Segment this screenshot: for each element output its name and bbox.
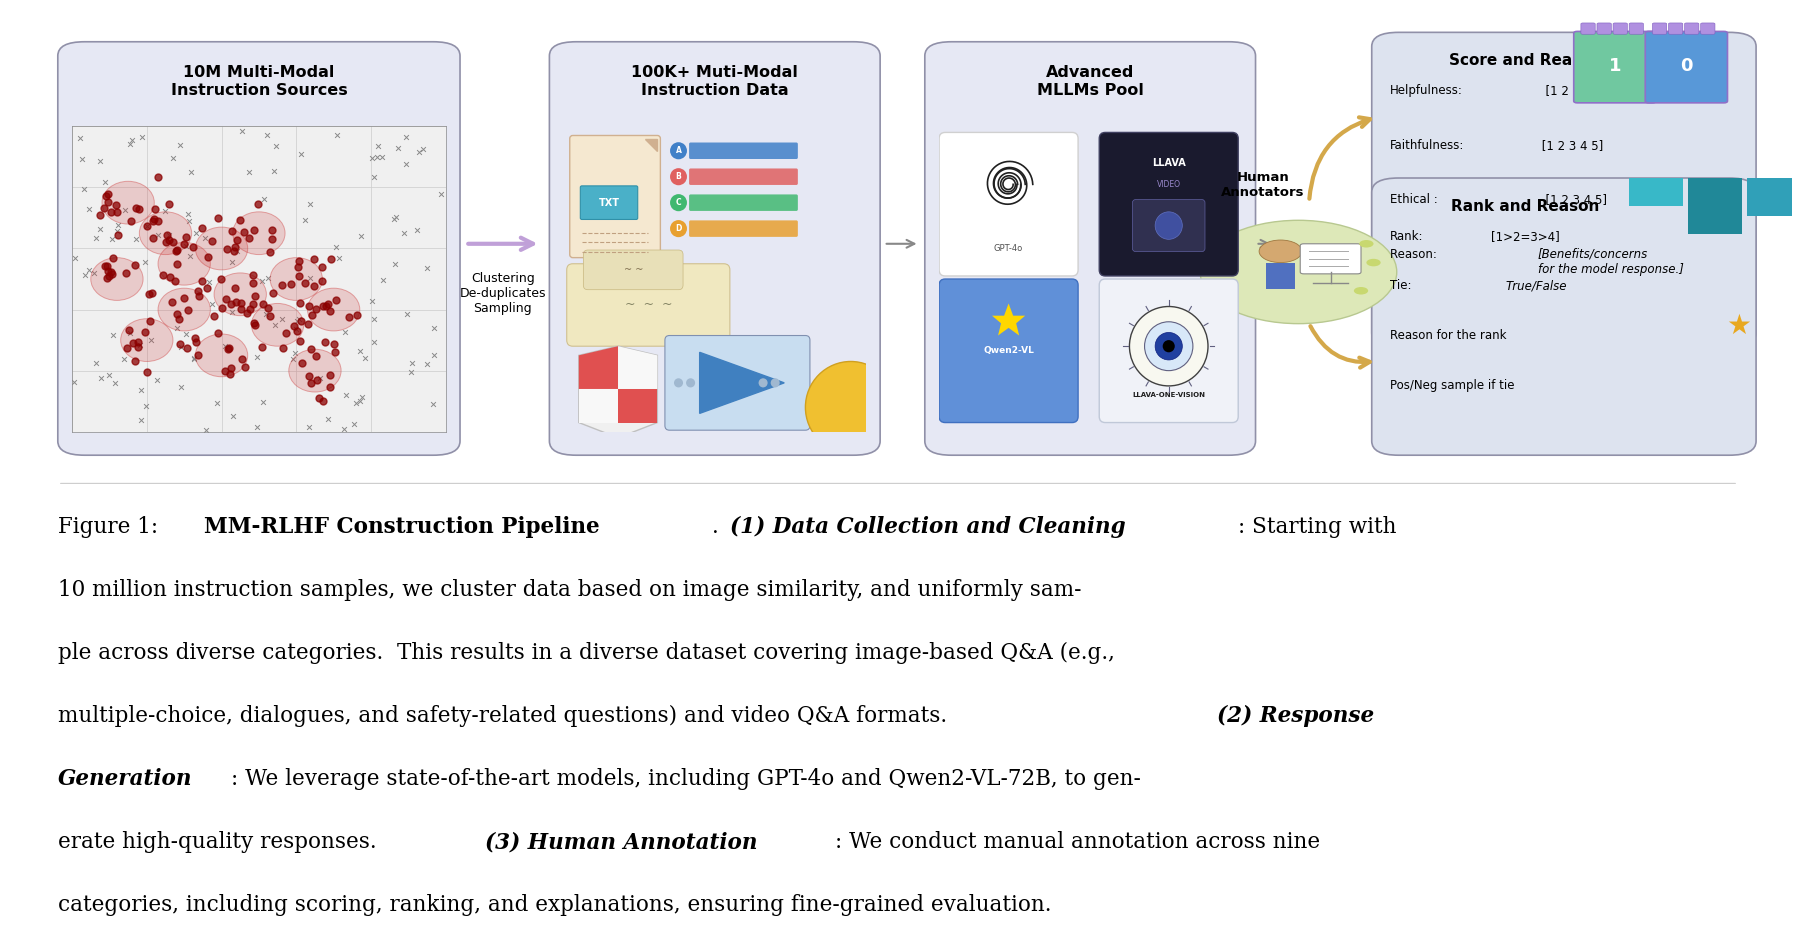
Text: Human
Annotators: Human Annotators bbox=[1221, 171, 1304, 199]
Bar bbox=[1688, 178, 1742, 234]
FancyBboxPatch shape bbox=[1685, 23, 1699, 34]
FancyBboxPatch shape bbox=[1597, 23, 1611, 34]
Circle shape bbox=[1259, 240, 1302, 263]
Text: Pos/Neg sample if tie: Pos/Neg sample if tie bbox=[1390, 379, 1514, 392]
Text: [1 2 3 4 5]: [1 2 3 4 5] bbox=[1537, 193, 1607, 206]
Text: 10 million instruction samples, we cluster data based on image similarity, and u: 10 million instruction samples, we clust… bbox=[57, 579, 1081, 601]
FancyBboxPatch shape bbox=[1613, 23, 1627, 34]
FancyBboxPatch shape bbox=[1372, 178, 1756, 455]
FancyBboxPatch shape bbox=[57, 42, 460, 455]
Text: ple across diverse categories.  This results in a diverse dataset covering image: ple across diverse categories. This resu… bbox=[57, 642, 1115, 665]
FancyBboxPatch shape bbox=[1652, 23, 1667, 34]
Text: 10M Multi-Modal
Instruction Sources: 10M Multi-Modal Instruction Sources bbox=[171, 65, 347, 98]
Circle shape bbox=[1360, 240, 1374, 247]
Text: (1) Data Collection and Cleaning: (1) Data Collection and Cleaning bbox=[729, 517, 1126, 538]
Text: : Starting with: : Starting with bbox=[1237, 517, 1395, 538]
Text: ★: ★ bbox=[1726, 312, 1751, 339]
Text: [Benefits/concerns
for the model response.]: [Benefits/concerns for the model respons… bbox=[1537, 247, 1685, 276]
Text: Rank and Reason: Rank and Reason bbox=[1451, 199, 1600, 213]
FancyBboxPatch shape bbox=[1629, 23, 1643, 34]
Text: Reason:: Reason: bbox=[1390, 247, 1440, 261]
FancyBboxPatch shape bbox=[1645, 31, 1728, 102]
FancyBboxPatch shape bbox=[1580, 23, 1595, 34]
Bar bbox=[1629, 178, 1683, 207]
Circle shape bbox=[1367, 259, 1381, 266]
FancyBboxPatch shape bbox=[1372, 32, 1756, 347]
Text: [1 2 3 4 5]: [1 2 3 4 5] bbox=[1537, 84, 1607, 97]
Text: True/False: True/False bbox=[1462, 280, 1566, 293]
Text: Advanced
MLLMs Pool: Advanced MLLMs Pool bbox=[1036, 65, 1144, 98]
Text: Helpfulness:: Helpfulness: bbox=[1390, 84, 1462, 97]
Circle shape bbox=[1200, 220, 1397, 323]
Text: Reason for the rank: Reason for the rank bbox=[1390, 329, 1507, 342]
Text: Figure 1:: Figure 1: bbox=[57, 517, 172, 538]
Text: Generation: Generation bbox=[57, 768, 192, 790]
Text: [1>2=3>4]: [1>2=3>4] bbox=[1462, 229, 1561, 243]
Text: : We leverage state-of-the-art models, including GPT-4o and Qwen2-VL-72B, to gen: : We leverage state-of-the-art models, i… bbox=[230, 768, 1140, 790]
Text: multiple-choice, dialogues, and safety-related questions) and video Q&A formats.: multiple-choice, dialogues, and safety-r… bbox=[57, 705, 961, 727]
Text: Score and Reason: Score and Reason bbox=[1449, 53, 1602, 68]
Text: MM-RLHF Construction Pipeline: MM-RLHF Construction Pipeline bbox=[205, 517, 600, 538]
Text: (2) Response: (2) Response bbox=[1218, 705, 1374, 727]
Text: erate high-quality responses.: erate high-quality responses. bbox=[57, 831, 390, 853]
FancyBboxPatch shape bbox=[1701, 23, 1715, 34]
Text: 0: 0 bbox=[1679, 57, 1692, 75]
Polygon shape bbox=[1266, 263, 1295, 289]
FancyBboxPatch shape bbox=[1668, 23, 1683, 34]
Text: Ethical :: Ethical : bbox=[1390, 193, 1457, 206]
Text: Clustering
De-duplicates
Sampling: Clustering De-duplicates Sampling bbox=[460, 272, 546, 315]
Text: (3) Human Annotation: (3) Human Annotation bbox=[485, 831, 758, 853]
Text: Faithfulness:: Faithfulness: bbox=[1390, 138, 1464, 152]
Text: 1: 1 bbox=[1609, 57, 1622, 75]
Text: Tie:: Tie: bbox=[1390, 280, 1412, 293]
Text: Rank:: Rank: bbox=[1390, 229, 1422, 243]
Text: categories, including scoring, ranking, and explanations, ensuring fine-grained : categories, including scoring, ranking, … bbox=[57, 894, 1051, 916]
Text: .: . bbox=[713, 517, 726, 538]
Circle shape bbox=[1354, 287, 1369, 295]
Text: : We conduct manual annotation across nine: : We conduct manual annotation across ni… bbox=[835, 831, 1320, 853]
Text: [1 2 3 4 5]: [1 2 3 4 5] bbox=[1537, 138, 1604, 152]
Text: 100K+ Muti-Modal
Instruction Data: 100K+ Muti-Modal Instruction Data bbox=[632, 65, 797, 98]
Bar bbox=[1748, 178, 1796, 215]
FancyBboxPatch shape bbox=[550, 42, 880, 455]
FancyBboxPatch shape bbox=[1573, 31, 1656, 102]
FancyBboxPatch shape bbox=[925, 42, 1255, 455]
FancyBboxPatch shape bbox=[1300, 244, 1361, 274]
